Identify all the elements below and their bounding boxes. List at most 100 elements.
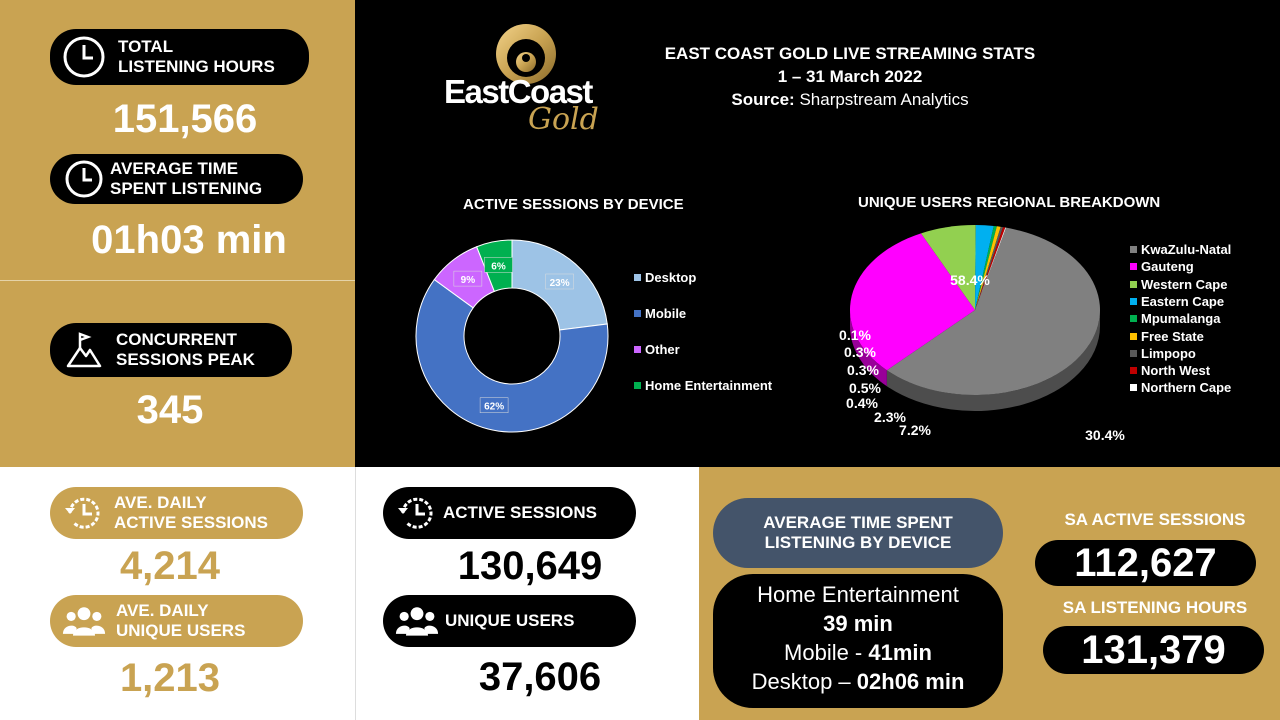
svg-text:62%: 62%: [484, 402, 504, 413]
legend-item-other: Other: [634, 342, 680, 357]
legend-item-kwazulu-natal: KwaZulu-Natal: [1130, 242, 1231, 257]
legend-swatch: [1130, 280, 1137, 288]
legend-item-gauteng: Gauteng: [1130, 259, 1194, 274]
pie-slice-eastern-cape: [975, 225, 994, 310]
daily-sessions-label-1: AVE. DAILY: [114, 493, 207, 512]
history-clock-icon: [395, 491, 439, 535]
donut-label-other: 9%: [453, 270, 483, 287]
concurrent-label-1: CONCURRENT: [116, 330, 237, 349]
pie-slice-gauteng: [850, 233, 975, 371]
logo-wordmark: EastCoast: [444, 73, 593, 110]
pie-label-mpumalanga: 0.4%: [846, 395, 878, 411]
history-clock-icon: [62, 491, 106, 535]
unique-users-label: UNIQUE USERS: [445, 611, 575, 630]
device-donut-chart: 23% 62% 9% 6%: [415, 239, 609, 433]
donut-label-home-entertainment: 6%: [484, 257, 513, 273]
daily-sessions-value: 4,214: [119, 544, 221, 588]
legend-item-free-state: Free State: [1130, 329, 1204, 344]
legend-swatch: [1130, 297, 1137, 305]
legend-item-eastern-cape: Eastern Cape: [1130, 294, 1224, 309]
legend-label: Limpopo: [1141, 345, 1196, 361]
legend-item-limpopo: Limpopo: [1130, 346, 1196, 361]
pie-tops: [850, 225, 1100, 395]
pie-slice-northern-cape: [975, 227, 1007, 310]
active-sessions-badge: ACTIVE SESSIONS: [383, 487, 636, 539]
legend-label: Mpumalanga: [1141, 311, 1221, 327]
concurrent-badge: CONCURRENT SESSIONS PEAK: [50, 323, 292, 377]
active-sessions-value: 130,649: [457, 544, 603, 588]
legend-swatch: [1130, 349, 1137, 357]
pie-label-limpopo: 0.3%: [847, 362, 879, 378]
header-date: 1 – 31 March 2022: [777, 67, 923, 86]
pie-label-gauteng: 30.4%: [1085, 427, 1125, 443]
legend-label: Mobile: [645, 306, 687, 321]
legend-swatch: [1130, 246, 1137, 253]
svg-text:23%: 23%: [550, 278, 570, 289]
source-label: Source:: [731, 90, 795, 109]
active-sessions-label: ACTIVE SESSIONS: [443, 503, 597, 522]
clock-icon: [62, 35, 106, 79]
device-time-box: Home Entertainment 39 min Mobile - 41min…: [713, 574, 1003, 708]
legend-label: Eastern Cape: [1141, 293, 1225, 309]
legend-label: Northern Cape: [1141, 380, 1232, 396]
svg-text:9%: 9%: [461, 275, 476, 286]
sa-hours-label: SA LISTENING HOURS: [1062, 598, 1248, 617]
donut-label-desktop: 23%: [545, 273, 574, 290]
legend-item-northern-cape: Northern Cape: [1130, 380, 1231, 395]
total-hours-label-1: TOTAL: [118, 37, 174, 56]
pie-label-northern-cape: 0.1%: [839, 327, 871, 343]
region-legend: KwaZulu-Natal Gauteng Western Cape Eastern …: [1130, 242, 1275, 402]
legend-swatch: [1130, 315, 1137, 323]
device-desktop-value: 02h06 min: [856, 669, 965, 694]
concurrent-label-2: SESSIONS PEAK: [116, 350, 255, 369]
pie-label-western-cape: 7.2%: [899, 422, 931, 438]
legend-swatch: [634, 346, 641, 353]
divider: [0, 280, 355, 281]
avg-time-label-2: SPENT LISTENING: [110, 179, 263, 198]
legend-label: Western Cape: [1141, 276, 1228, 292]
daily-users-value: 1,213: [119, 656, 221, 700]
pie-slice-mpumalanga: [975, 225, 997, 310]
daily-users-badge: AVE. DAILY UNIQUE USERS: [50, 595, 303, 647]
users-group-icon: [395, 599, 439, 643]
device-legend: Desktop Mobile Other Home Entertainment: [634, 270, 794, 410]
device-mobile-label: Mobile -: [784, 640, 869, 665]
device-time-heading-1: AVERAGE TIME SPENT: [763, 513, 953, 532]
legend-swatch: [634, 310, 641, 317]
concurrent-value: 345: [136, 388, 204, 432]
pie-label-eastern-cape: 2.3%: [874, 409, 906, 425]
legend-swatch: [634, 382, 641, 389]
legend-item-home-entertainment: Home Entertainment: [634, 378, 772, 393]
daily-sessions-badge: AVE. DAILY ACTIVE SESSIONS: [50, 487, 303, 539]
legend-label: Desktop: [645, 270, 697, 285]
logo-script: Gold: [528, 102, 599, 137]
clock-icon: [62, 157, 106, 201]
legend-swatch: [634, 274, 641, 281]
total-hours-badge: TOTAL LISTENING HOURS: [50, 29, 309, 85]
legend-label: Home Entertainment: [645, 378, 773, 393]
legend-label: Other: [645, 342, 680, 357]
pie-slice-free-state: [975, 226, 1001, 310]
daily-users-label-2: UNIQUE USERS: [116, 621, 246, 640]
pie-slice-kwazulu-natal: [886, 227, 1100, 395]
device-desktop-label: Desktop –: [751, 669, 857, 694]
avg-time-label-1: AVERAGE TIME: [110, 159, 239, 178]
legend-item-mobile: Mobile: [634, 306, 686, 321]
source-value: Sharpstream Analytics: [794, 90, 969, 109]
donut-slice-mobile: [415, 278, 609, 433]
pie-sides: [850, 310, 1100, 411]
legend-item-western-cape: Western Cape: [1130, 277, 1227, 292]
unique-users-badge: UNIQUE USERS: [383, 595, 636, 647]
avg-time-badge: AVERAGE TIME SPENT LISTENING: [50, 154, 303, 204]
device-time-heading: AVERAGE TIME SPENT LISTENING BY DEVICE: [713, 498, 1003, 568]
daily-sessions-label-2: ACTIVE SESSIONS: [114, 513, 268, 532]
device-home-label: Home Entertainment: [757, 582, 959, 607]
unique-users-value: 37,606: [478, 655, 602, 699]
daily-users-label-1: AVE. DAILY: [116, 601, 209, 620]
pie-slice-western-cape: [920, 225, 976, 310]
donut-label-mobile: 62%: [479, 397, 509, 413]
device-chart-title: ACTIVE SESSIONS BY DEVICE: [463, 196, 684, 213]
sa-hours-value: 131,379: [1043, 626, 1264, 674]
pie-label-north-west: 0.3%: [844, 344, 876, 360]
total-hours-label-2: LISTENING HOURS: [118, 57, 275, 76]
